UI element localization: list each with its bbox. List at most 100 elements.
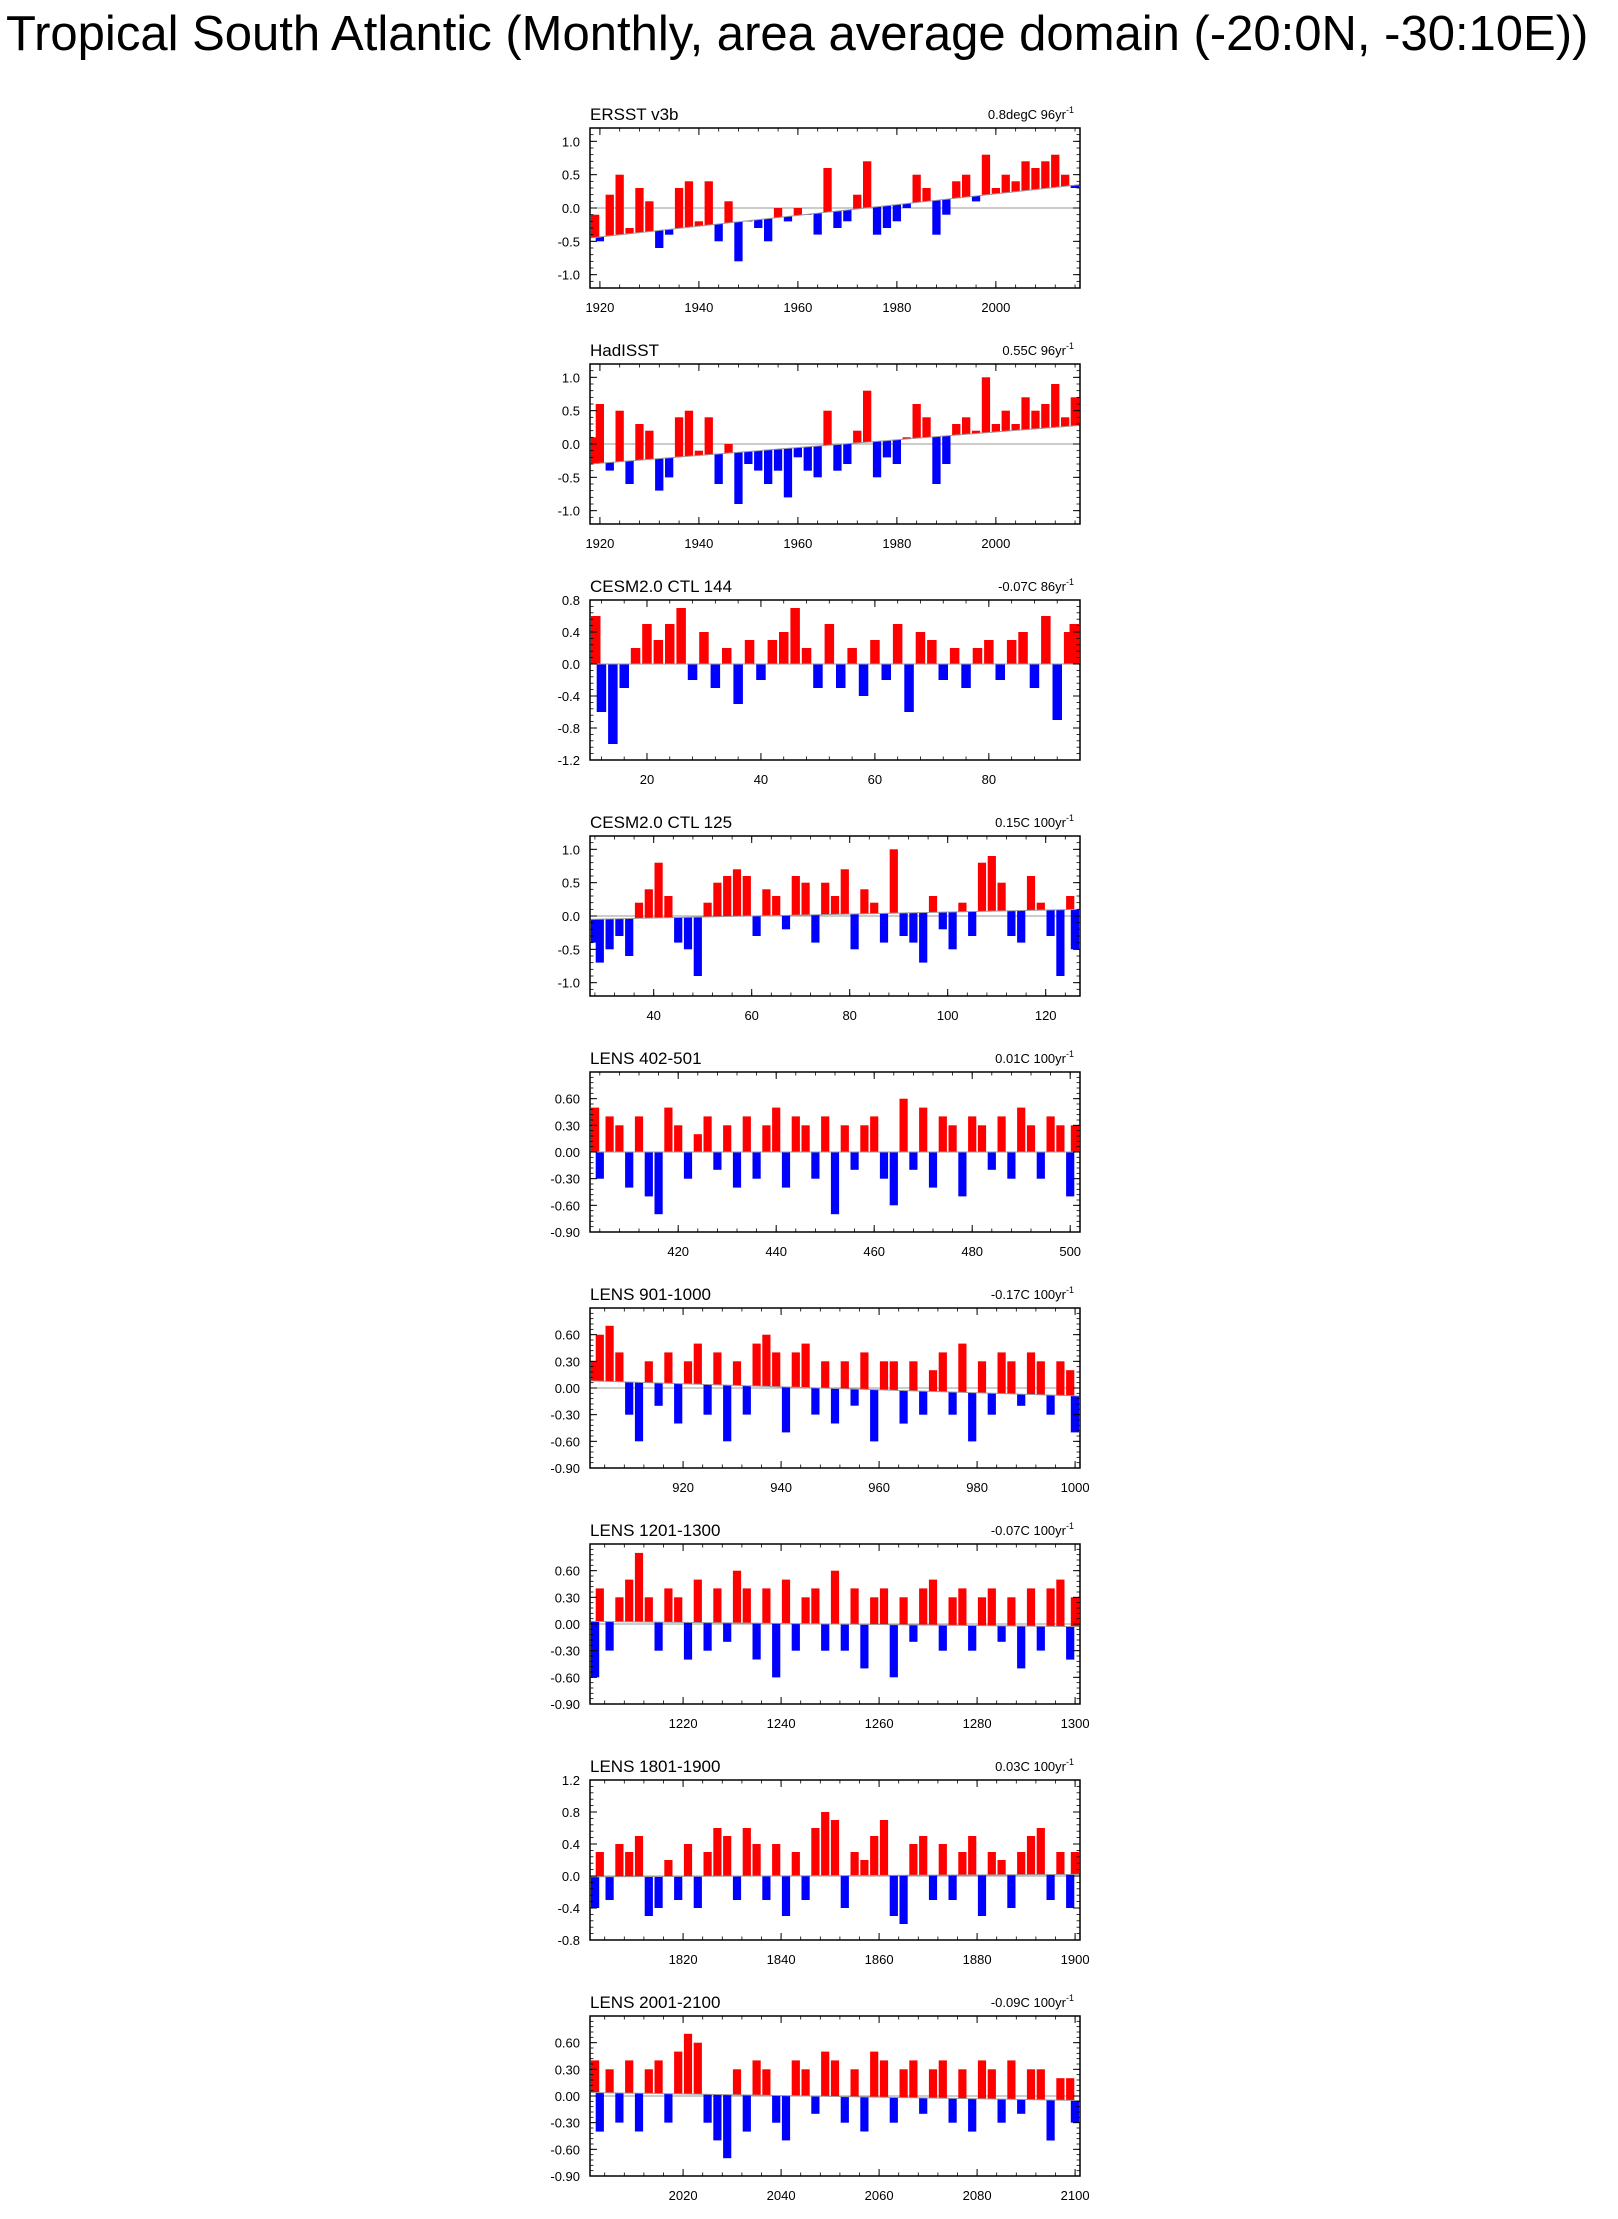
data-bar xyxy=(684,410,694,457)
data-bar xyxy=(968,1116,977,1152)
data-bar xyxy=(968,911,977,936)
data-bar xyxy=(605,1116,614,1152)
data-bar xyxy=(1041,404,1050,429)
y-tick-label: -0.4 xyxy=(558,1901,580,1916)
data-bar xyxy=(922,417,931,438)
data-bar xyxy=(981,154,991,195)
x-tick-label: 1820 xyxy=(669,1952,698,1967)
data-bar xyxy=(713,1152,722,1170)
y-tick-label: 0.00 xyxy=(555,1145,580,1160)
data-bar xyxy=(634,1552,644,1622)
x-tick-label: 60 xyxy=(868,772,882,787)
data-bar xyxy=(991,188,1000,194)
data-bar xyxy=(1007,1597,1016,1626)
data-bar xyxy=(1066,1874,1075,1908)
data-bar xyxy=(962,174,971,198)
data-bar xyxy=(1046,1116,1055,1152)
y-tick-label: -0.8 xyxy=(558,721,580,736)
y-tick-label: 0.0 xyxy=(562,201,580,216)
data-bar xyxy=(1056,2078,1065,2101)
trend-label: 0.03C 100yr-1 xyxy=(995,1757,1074,1774)
data-bar xyxy=(860,1125,869,1152)
data-bar xyxy=(654,1876,663,1908)
data-bar xyxy=(987,1152,996,1170)
data-bar xyxy=(1066,896,1075,910)
data-bar xyxy=(840,1875,849,1908)
data-bar xyxy=(644,1597,653,1622)
data-bar xyxy=(710,664,721,688)
data-bar xyxy=(1056,909,1065,976)
trend-line xyxy=(589,1620,1081,1628)
trend-label: -0.17C 100yr-1 xyxy=(991,1285,1074,1302)
y-tick-label: 0.30 xyxy=(555,1118,580,1133)
data-bar xyxy=(642,624,652,664)
data-bar xyxy=(1017,1852,1026,1875)
data-bar xyxy=(684,181,694,228)
data-bar xyxy=(634,2093,644,2132)
data-bar xyxy=(909,1361,918,1391)
y-tick-label: 1.0 xyxy=(562,134,580,149)
data-bar xyxy=(619,664,629,688)
data-bar xyxy=(1036,2069,1045,2100)
data-bar xyxy=(909,1624,918,1642)
data-bar xyxy=(1007,1152,1016,1179)
data-bar xyxy=(615,410,624,462)
data-bar xyxy=(987,856,996,912)
data-bar xyxy=(1026,1352,1036,1395)
data-bar xyxy=(772,1844,781,1876)
data-bar xyxy=(984,640,994,664)
data-bar xyxy=(693,1579,702,1623)
data-bar xyxy=(742,876,751,917)
data-bar xyxy=(781,1386,791,1433)
data-bar xyxy=(879,1820,889,1876)
data-bar xyxy=(734,221,743,262)
data-bar xyxy=(801,2069,810,2096)
data-bar xyxy=(952,181,961,199)
y-tick-label: -1.2 xyxy=(558,753,580,768)
data-bar xyxy=(830,1388,840,1424)
y-tick-label: -1.0 xyxy=(558,976,580,991)
data-bar xyxy=(997,1625,1006,1642)
data-bar xyxy=(899,1875,908,1924)
y-tick-label: -0.60 xyxy=(550,1670,580,1685)
data-bar xyxy=(1017,1626,1026,1669)
x-tick-label: 2100 xyxy=(1061,2188,1090,2203)
data-bar xyxy=(1046,2100,1055,2141)
data-bar xyxy=(732,869,742,917)
y-tick-label: -0.30 xyxy=(550,1172,580,1187)
x-tick-label: 2020 xyxy=(669,2188,698,2203)
panel-5: -0.90 -0.60 -0.30 0.00 0.30 0.60 420 440 460 480 5… xyxy=(550,1049,1081,1259)
data-bar xyxy=(693,917,702,976)
data-bar xyxy=(1052,664,1062,720)
data-bar xyxy=(909,912,918,943)
data-bar xyxy=(683,1361,693,1384)
data-bar xyxy=(882,440,892,458)
y-tick-label: 0.00 xyxy=(555,1617,580,1632)
data-bar xyxy=(654,1152,663,1215)
data-bar xyxy=(1029,664,1040,688)
data-bar xyxy=(987,1852,996,1875)
data-bar xyxy=(591,616,601,664)
data-bar xyxy=(1017,910,1026,943)
y-tick-label: -0.30 xyxy=(550,2116,580,2131)
data-bar xyxy=(968,1392,977,1442)
x-tick-label: 80 xyxy=(842,1008,856,1023)
x-tick-label: 1880 xyxy=(963,1952,992,1967)
data-bar xyxy=(872,206,882,235)
data-bar xyxy=(1046,1395,1055,1415)
data-bar xyxy=(791,1352,800,1388)
data-bar xyxy=(948,2098,957,2123)
y-tick-label: -0.5 xyxy=(558,470,580,485)
data-bar xyxy=(899,1390,908,1424)
trend-label: 0.8degC 96yr-1 xyxy=(988,105,1074,122)
x-tick-label: 2000 xyxy=(981,300,1010,315)
data-bar xyxy=(591,437,600,464)
data-bar xyxy=(742,1588,751,1623)
data-bar xyxy=(830,2060,840,2097)
data-bar xyxy=(1066,1152,1075,1197)
data-bar xyxy=(772,2095,781,2123)
data-bar xyxy=(756,664,766,680)
data-bar xyxy=(928,2069,938,2098)
x-tick-label: 1960 xyxy=(783,300,812,315)
data-bar xyxy=(912,404,921,439)
